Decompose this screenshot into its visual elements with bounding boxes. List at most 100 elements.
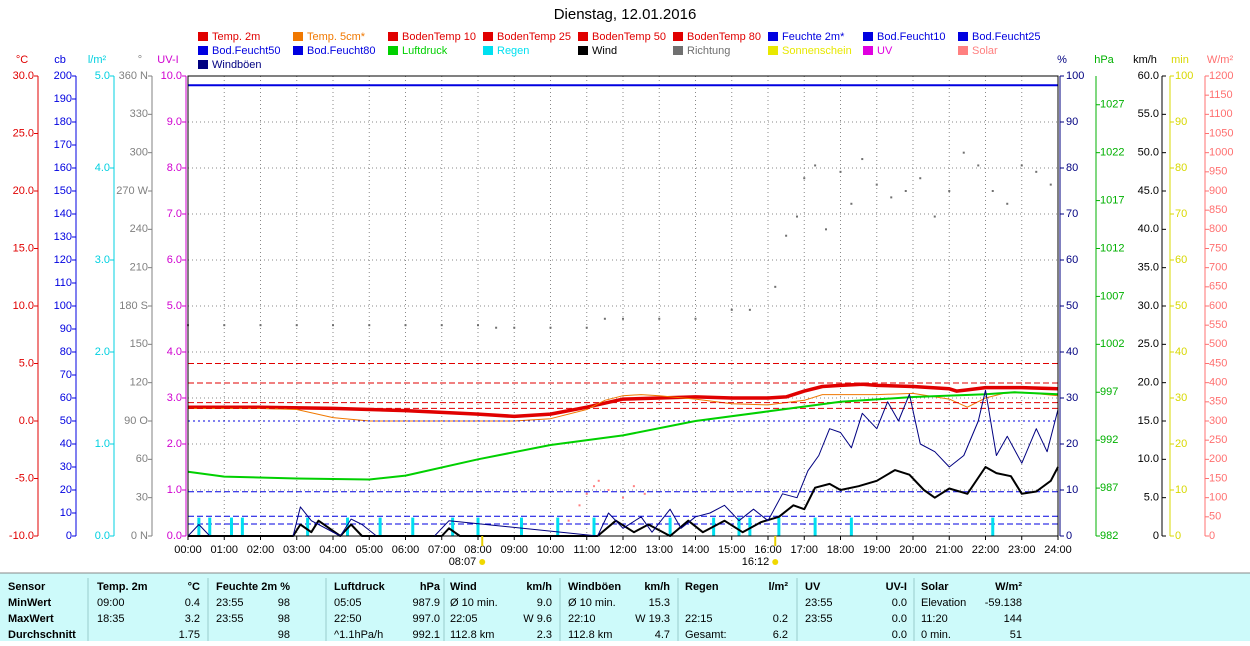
y-tick-label: 6.0 <box>167 254 182 266</box>
table-cell: 0.2 <box>773 613 788 625</box>
x-tick-label: 02:00 <box>247 544 275 556</box>
x-tick-label: 13:00 <box>645 544 673 556</box>
y-tick-label: 140 <box>54 208 72 220</box>
y-tick-label: 150 <box>54 185 72 197</box>
legend-swatch <box>768 32 778 41</box>
y-tick-label: 70 <box>1175 208 1187 220</box>
row-label: MinWert <box>8 597 52 609</box>
table-cell: 9.0 <box>537 597 552 609</box>
y-tick-label: 400 <box>1209 377 1227 389</box>
table-cell: 4.7 <box>655 629 670 641</box>
axis-unit: km/h <box>1133 54 1157 66</box>
legend-swatch <box>198 60 208 69</box>
table-cell: 6.2 <box>773 629 788 641</box>
data-dot <box>477 324 479 327</box>
y-tick-label: 5.0 <box>19 357 34 369</box>
table-cell: 1.75 <box>179 629 200 641</box>
y-tick-label: 30 <box>1066 392 1078 404</box>
y-tick-label: 0.0 <box>167 530 182 542</box>
bar <box>476 517 480 536</box>
y-tick-label: 30.0 <box>1138 300 1159 312</box>
y-tick-label: 15.0 <box>1138 415 1159 427</box>
bar <box>849 517 853 536</box>
x-tick-label: 01:00 <box>210 544 238 556</box>
axis-unit: ° <box>138 54 142 66</box>
y-tick-label: 60.0 <box>1138 70 1159 82</box>
table-cell: 22:50 <box>334 613 362 625</box>
data-dot <box>814 164 817 167</box>
y-tick-label: 750 <box>1209 242 1227 254</box>
y-tick-label: 10 <box>1066 484 1078 496</box>
bar <box>306 517 310 536</box>
x-tick-label: 16:00 <box>754 544 782 556</box>
y-tick-label: 1022 <box>1100 147 1124 159</box>
y-tick-label: 100 <box>54 300 72 312</box>
legend-swatch <box>293 32 303 41</box>
x-tick-label: 04:00 <box>319 544 347 556</box>
y-tick-label: 10 <box>1175 484 1187 496</box>
y-tick-label: 4.0 <box>95 162 110 174</box>
x-tick-label: 08:00 <box>464 544 492 556</box>
y-tick-label: 992 <box>1100 434 1118 446</box>
data-dot <box>567 519 570 522</box>
legend-swatch <box>863 46 873 55</box>
y-tick-label: 997 <box>1100 386 1118 398</box>
x-tick-label: 18:00 <box>827 544 855 556</box>
y-tick-label: 1200 <box>1209 70 1233 82</box>
table-header: UV <box>805 581 821 593</box>
y-tick-label: 150 <box>130 338 148 350</box>
y-tick-label: 50 <box>1209 511 1221 523</box>
legend-label: BodenTemp 25 <box>497 31 571 43</box>
legend-label: Bod.Feucht80 <box>307 45 376 57</box>
legend-label: Bod.Feucht10 <box>877 31 946 43</box>
sun-marker <box>772 559 779 565</box>
legend-label: Luftdruck <box>402 45 448 57</box>
data-dot <box>622 317 624 320</box>
legend-label: Regen <box>497 45 529 57</box>
y-tick-label: -10.0 <box>9 530 34 542</box>
data-dot <box>748 308 751 311</box>
y-tick-label: 3.0 <box>95 254 110 266</box>
bar <box>991 517 995 536</box>
x-tick-label: 11:00 <box>573 544 600 556</box>
data-dot <box>593 485 595 488</box>
axis-unit: °C <box>16 54 28 66</box>
table-cell: W 19.3 <box>635 613 670 625</box>
legend-swatch <box>483 32 493 41</box>
data-dot <box>861 158 864 161</box>
table-cell: 997.0 <box>412 613 440 625</box>
legend-label: BodenTemp 50 <box>592 31 666 43</box>
y-tick-label: 1100 <box>1209 108 1233 120</box>
data-dot <box>223 324 226 327</box>
y-tick-label: 550 <box>1209 319 1227 331</box>
axis-unit: hPa <box>1094 54 1114 66</box>
table-cell: 18:35 <box>97 613 125 625</box>
table-header: Wind <box>450 581 477 593</box>
table-cell: 23:55 <box>805 613 833 625</box>
y-tick-label: 100 <box>1209 492 1227 504</box>
legend-swatch <box>483 46 493 55</box>
y-tick-label: 350 <box>1209 396 1227 408</box>
y-tick-label: 40.0 <box>1138 223 1159 235</box>
y-tick-label: 80 <box>60 346 72 358</box>
x-tick-label: 14:00 <box>682 544 710 556</box>
sun-marker <box>479 559 486 565</box>
y-tick-label: 210 <box>130 262 148 274</box>
y-tick-label: 10.0 <box>1138 453 1159 465</box>
bar <box>520 517 523 536</box>
y-tick-label: 9.0 <box>167 116 182 128</box>
y-tick-label: 50 <box>60 415 72 427</box>
axis-unit: % <box>1057 54 1067 66</box>
data-dot <box>850 202 853 205</box>
data-dot <box>259 324 262 327</box>
y-tick-label: 0 <box>66 530 72 542</box>
y-tick-label: 120 <box>130 377 148 389</box>
y-tick-label: 0 <box>1066 530 1072 542</box>
data-dot <box>803 177 806 180</box>
legend-label: Richtung <box>687 45 730 57</box>
legend-label: Temp. 2m <box>212 31 260 43</box>
table-cell: 0.0 <box>892 613 907 625</box>
y-tick-label: 55.0 <box>1138 108 1159 120</box>
legend-swatch <box>958 32 968 41</box>
y-tick-label: 10.0 <box>161 70 182 82</box>
